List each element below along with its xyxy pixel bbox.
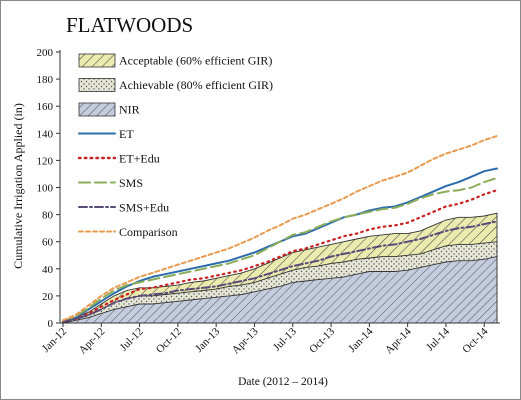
y-tick-label-5: 100 xyxy=(37,183,54,195)
legend-label-1: Achievable (80% efficient GIR) xyxy=(119,78,273,92)
y-tick-label-2: 40 xyxy=(42,264,54,276)
y-tick-label-7: 140 xyxy=(37,128,54,140)
series-line-7 xyxy=(62,135,498,322)
legend-label-7: Comparison xyxy=(119,225,178,239)
legend-label-4: ET+Edu xyxy=(119,152,160,166)
legend-label-0: Acceptable (60% efficient GIR) xyxy=(119,54,272,68)
legend-swatch-1 xyxy=(78,78,116,92)
x-axis-label: Date (2012 – 2014) xyxy=(238,376,328,388)
y-tick-label-3: 60 xyxy=(42,237,54,249)
legend-swatch-0 xyxy=(78,53,116,68)
series-line-5 xyxy=(62,177,498,323)
legend-label-2: NIR xyxy=(119,103,140,117)
series-line-6 xyxy=(62,220,498,323)
area-bands xyxy=(62,212,498,324)
y-axis-label: Cumulative Irrigation Applied (in) xyxy=(11,103,25,269)
series-lines xyxy=(61,135,499,323)
legend-label-5: SMS xyxy=(119,176,143,190)
y-tick-label-0: 0 xyxy=(48,318,54,330)
legend-swatch-2 xyxy=(78,102,116,117)
series-line-4 xyxy=(61,189,499,323)
legend: Acceptable (60% efficient GIR) Achievable… xyxy=(77,53,273,239)
y-tick-label-10: 200 xyxy=(37,47,54,59)
y-tick-label-1: 20 xyxy=(42,291,54,303)
y-tick-label-6: 120 xyxy=(37,155,54,167)
legend-label-3: ET xyxy=(119,127,134,141)
y-tick-label-8: 160 xyxy=(37,101,54,113)
y-tick-label-9: 180 xyxy=(37,74,54,86)
y-tick-label-4: 80 xyxy=(42,210,54,222)
band-2 xyxy=(62,256,498,324)
legend-label-6: SMS+Edu xyxy=(119,201,169,215)
chart-title: FLATWOODS xyxy=(66,13,193,37)
